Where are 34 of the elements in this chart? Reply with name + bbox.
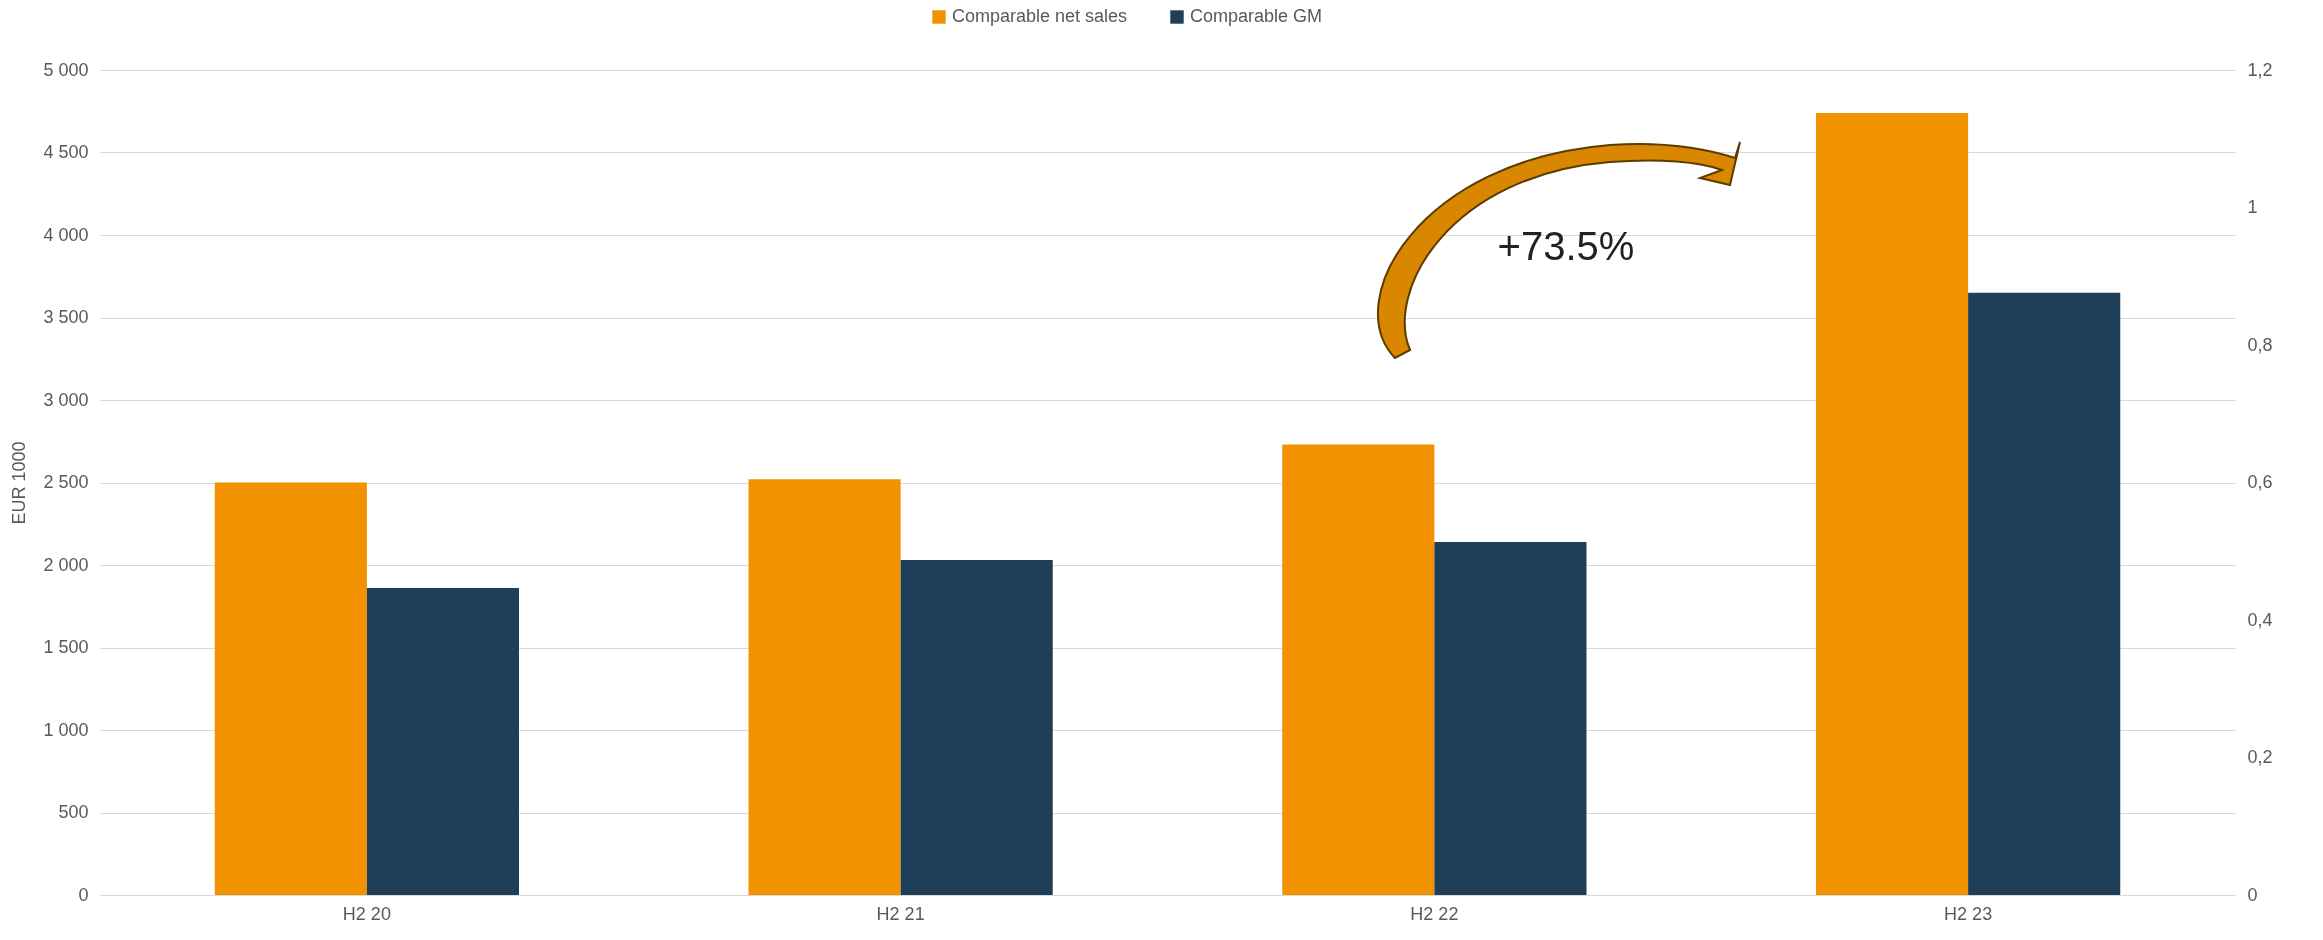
annotation: +73.5% xyxy=(1497,224,1635,268)
y-tick-label: 4 000 xyxy=(43,224,89,245)
y-tick-label: 2 000 xyxy=(43,554,89,575)
y2-tick-label: 0 xyxy=(2247,884,2258,905)
bar xyxy=(1816,112,1969,895)
y-tick-label: 5 000 xyxy=(43,59,89,80)
bar xyxy=(900,560,1053,895)
y-tick-label: 3 000 xyxy=(43,389,89,410)
y2-tick-label: 0,4 xyxy=(2247,609,2273,630)
bar xyxy=(748,479,901,895)
y2-tick-label: 0,8 xyxy=(2247,334,2273,355)
y-tick-label: 3 500 xyxy=(43,307,89,327)
y-tick-label: 1 500 xyxy=(43,637,89,657)
bar xyxy=(1282,444,1435,895)
y2-tick-label: 1,2 xyxy=(2247,59,2273,80)
legend-label: Comparable GM xyxy=(1190,6,1323,26)
y2-tick-label: 0,6 xyxy=(2247,472,2273,492)
y-tick-label: 1 000 xyxy=(43,719,89,740)
y-tick-label: 2 500 xyxy=(43,472,89,492)
y2-tick-label: 0,2 xyxy=(2247,747,2273,767)
y2-tick-label: 1 xyxy=(2247,197,2258,217)
x-tick-label: H2 20 xyxy=(342,903,391,924)
x-tick-label: H2 23 xyxy=(1944,903,1993,924)
bar xyxy=(1968,292,2121,895)
x-tick-label: H2 22 xyxy=(1410,903,1459,924)
legend-label: Comparable net sales xyxy=(952,6,1128,26)
y-tick-label: 500 xyxy=(58,802,89,822)
x-tick-label: H2 21 xyxy=(876,903,925,924)
y-axis-title: EUR 1000 xyxy=(9,441,30,525)
bar xyxy=(366,588,519,895)
bar xyxy=(214,482,367,895)
y-tick-label: 0 xyxy=(78,884,89,905)
y-tick-label: 4 500 xyxy=(43,142,89,162)
bar xyxy=(1434,541,1587,895)
